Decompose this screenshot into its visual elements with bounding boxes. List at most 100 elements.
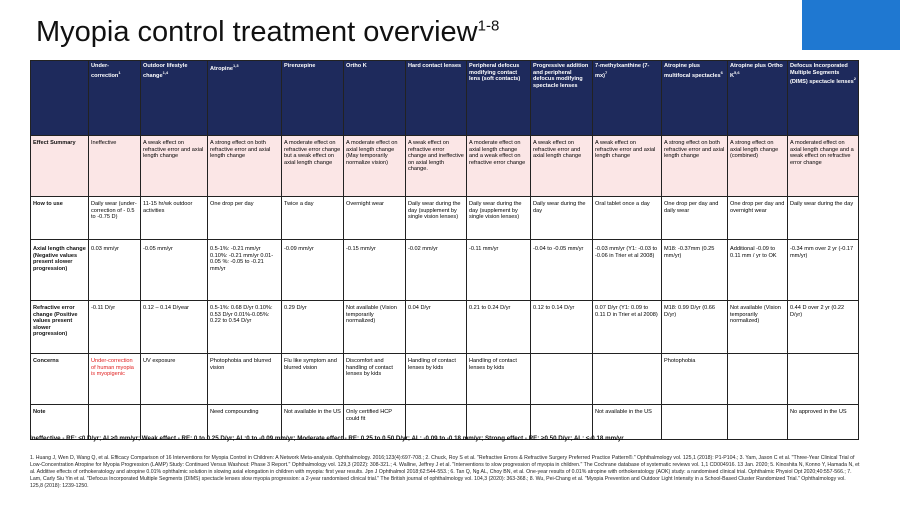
column-name: Hard contact lenses — [408, 63, 462, 69]
table-cell: -0.11 D/yr — [88, 300, 141, 354]
table-cell: 0.03 mm/yr — [88, 239, 141, 301]
table-cell: Overnight wear — [343, 196, 406, 240]
table-cell: Additional -0.09 to 0.11 mm / yr to OK — [727, 239, 788, 301]
column-header: Hard contact lenses — [405, 60, 467, 136]
table-cell: Need compounding — [207, 404, 282, 440]
table-cell: 0.04 D/yr — [405, 300, 467, 354]
column-header: Outdoor lifestyle change1,4 — [140, 60, 208, 136]
table-cell — [787, 353, 859, 405]
column-name: Atropine — [210, 65, 233, 72]
table-cell: UV exposure — [140, 353, 208, 405]
table-cell: A weak effect on refractive error change… — [405, 135, 467, 197]
column-name: 7-methylxanthine (7-mx) — [595, 63, 650, 79]
column-ref: 2 — [853, 76, 856, 82]
column-header: Peripheral defocus modifying contact len… — [466, 60, 531, 136]
column-header: 7-methylxanthine (7-mx)7 — [592, 60, 662, 136]
column-header: Progressive addition and peripheral defo… — [530, 60, 593, 136]
legend: Ineffective - RE: ≤0 D/yr; AL≥0 mm/yr; W… — [30, 435, 624, 442]
table-cell: One drop per day and daily wear — [661, 196, 728, 240]
column-name: Ortho K — [346, 63, 367, 69]
table-cell — [530, 404, 593, 440]
column-header: Atropine plus multifocal spectacles6 — [661, 60, 728, 136]
references: 1. Huang J, Wen D, Wang Q, et al. Effica… — [30, 455, 860, 489]
table-row: Axial length change (Negative values pre… — [30, 239, 859, 301]
table-cell: 0.12 – 0.14 D/year — [140, 300, 208, 354]
column-ref: 7 — [604, 69, 608, 75]
header-row: Under-correction1 Outdoor lifestyle chang… — [30, 60, 859, 136]
column-name: Atropine plus multifocal spectacles — [664, 63, 721, 79]
table-cell: A weak effect on refractive error and ax… — [592, 135, 662, 197]
table-cell — [466, 404, 531, 440]
row-header: Concerns — [30, 353, 89, 405]
table-cell: 11-15 hr/wk outdoor activities — [140, 196, 208, 240]
table-cell: 0.44 D over 2 yr (0.22 D/yr) — [787, 300, 859, 354]
table-cell — [727, 353, 788, 405]
column-ref: 6 — [720, 69, 723, 75]
column-header: Under-correction1 — [88, 60, 141, 136]
table-cell: Handling of contact lenses by kids — [405, 353, 467, 405]
column-header: Ortho K — [343, 60, 406, 136]
column-name: Defocus Incorporated Multiple Segments (… — [790, 63, 854, 86]
table-cell: M18: -0.37mm (0.25 mm/yr) — [661, 239, 728, 301]
title-ref: 1-8 — [477, 17, 500, 35]
table-cell: A strong effect on both refractive error… — [661, 135, 728, 197]
table-cell: Not available in the US — [281, 404, 344, 440]
table-cell: 0.29 D/yr — [281, 300, 344, 354]
column-name: Outdoor lifestyle change — [143, 63, 188, 79]
table-cell: M18: 0.99 D/yr (0.66 D/yr) — [661, 300, 728, 354]
table-cell: Daily wear during the day (supplement by… — [466, 196, 531, 240]
table-row: Refractive error change (Positive values… — [30, 300, 859, 354]
table-cell: One drop per day and overnight wear — [727, 196, 788, 240]
row-header: Note — [30, 404, 89, 440]
table-cell: No approved in the US — [787, 404, 859, 440]
table-row: How to use Daily wear (under-correction o… — [30, 196, 859, 240]
column-name: Atropine plus Ortho K — [730, 63, 783, 79]
table-cell: Photophobia and blurred vision — [207, 353, 282, 405]
table-cell: Handling of contact lenses by kids — [466, 353, 531, 405]
table-cell — [140, 404, 208, 440]
table-cell: A moderate effect on refractive error ch… — [281, 135, 344, 197]
table-cell: 0.12 to 0.14 D/yr — [530, 300, 593, 354]
column-ref: 5,6 — [734, 69, 740, 75]
column-name: Peripheral defocus modifying contact len… — [469, 63, 521, 83]
table-cell: A strong effect on axial length change (… — [727, 135, 788, 197]
column-name: Pirenzepine — [284, 63, 316, 69]
row-header: How to use — [30, 196, 89, 240]
table-cell: Ineffective — [88, 135, 141, 197]
column-name: Under-correction — [91, 63, 119, 79]
table-cell: A strong effect on both refractive error… — [207, 135, 282, 197]
table-cell: Photophobia — [661, 353, 728, 405]
table-cell: Daily wear during the day (supplement by… — [405, 196, 467, 240]
column-header: Pirenzepine — [281, 60, 344, 136]
column-ref: 1,4 — [162, 69, 169, 75]
table-cell: Daily wear during the day — [530, 196, 593, 240]
table-cell: Oral tablet once a day — [592, 196, 662, 240]
table-row: Effect Summary Ineffective A weak effect o… — [30, 135, 859, 197]
table-cell: 0.21 to 0.24 D/yr — [466, 300, 531, 354]
table-cell: 0.5-1%: 0.68 D/yr 0.10%: 0.53 D/yr 0.01%… — [207, 300, 282, 354]
table-cell — [592, 353, 662, 405]
column-ref: 1,3 — [233, 63, 239, 68]
title-text: Myopia control treatment overview — [36, 16, 478, 48]
table-cell: Not available in the US — [592, 404, 662, 440]
column-header: Atropine plus Ortho K5,6 — [727, 60, 788, 136]
table-cell: Under-correction of human myopia is myop… — [88, 353, 141, 405]
table-row: Concerns Under-correction of human myopia… — [30, 353, 859, 405]
table-cell: Not available (Vision temporarily normal… — [727, 300, 788, 354]
table-row: Note Need compounding Not available in the… — [30, 404, 859, 440]
table-cell: Not available (Vision temporarily normal… — [343, 300, 406, 354]
table-cell: A weak effect on refractive error and ax… — [530, 135, 593, 197]
table-cell: A weak effect on refractive error and ax… — [140, 135, 208, 197]
table-cell: A moderate effect on axial length change… — [466, 135, 531, 197]
table-cell: One drop per day — [207, 196, 282, 240]
table-cell: -0.02 mm/yr — [405, 239, 467, 301]
table-cell: -0.03 mm/yr (Y1: -0.03 to -0.06 in Trier… — [592, 239, 662, 301]
column-header — [30, 60, 89, 136]
table-cell: A moderate effect on axial length change… — [343, 135, 406, 197]
table-cell — [530, 353, 593, 405]
table-cell: 0.5-1%: -0.21 mm/yr 0.10%: -0.21 mm/yr 0… — [207, 239, 282, 301]
table-cell: -0.11 mm/yr — [466, 239, 531, 301]
table-cell — [405, 404, 467, 440]
table-cell — [727, 404, 788, 440]
